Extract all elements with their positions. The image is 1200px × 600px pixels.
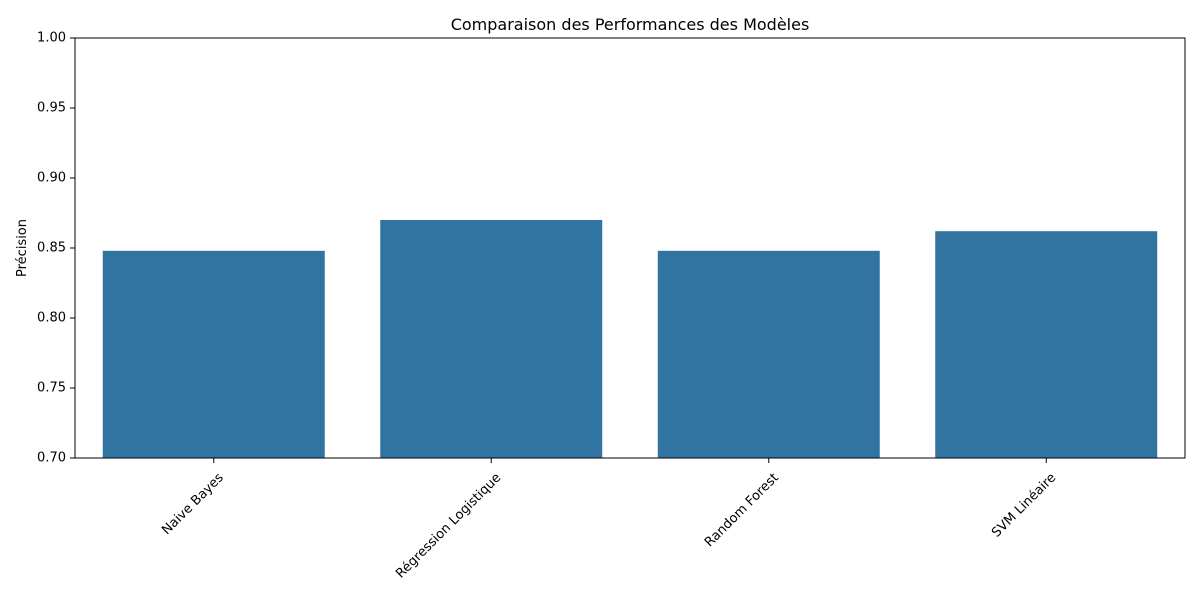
x-tick-label-1: Régression Logistique: [393, 470, 504, 581]
y-tick-label-4: 0.90: [37, 171, 66, 186]
y-tick-label-2: 0.80: [37, 311, 66, 326]
x-tick-label-0: Naive Bayes: [159, 470, 227, 538]
chart-title: Comparaison des Performances des Modèles: [451, 15, 810, 34]
plot-frame: [74, 37, 1186, 459]
y-tick-label-0: 0.70: [37, 451, 66, 466]
y-axis-ticks: 0.70 0.75 0.80 0.85 0.90 0.95 1.00: [37, 31, 75, 466]
bar-3: [935, 231, 1158, 458]
y-tick-label-5: 0.95: [37, 101, 66, 116]
x-axis-ticks: Naive Bayes Régression Logistique Random F…: [159, 458, 1059, 581]
y-tick-label-1: 0.75: [37, 381, 66, 396]
bar-0: [102, 250, 325, 458]
y-tick-label-3: 0.85: [37, 241, 66, 256]
y-axis-label: Précision: [15, 219, 30, 277]
x-tick-label-3: SVM Linéaire: [989, 470, 1059, 540]
bar-1: [380, 220, 603, 458]
x-tick-label-2: Random Forest: [702, 470, 782, 550]
bars-group: [102, 220, 1158, 458]
bar-2: [657, 250, 880, 458]
y-tick-label-6: 1.00: [37, 31, 66, 46]
